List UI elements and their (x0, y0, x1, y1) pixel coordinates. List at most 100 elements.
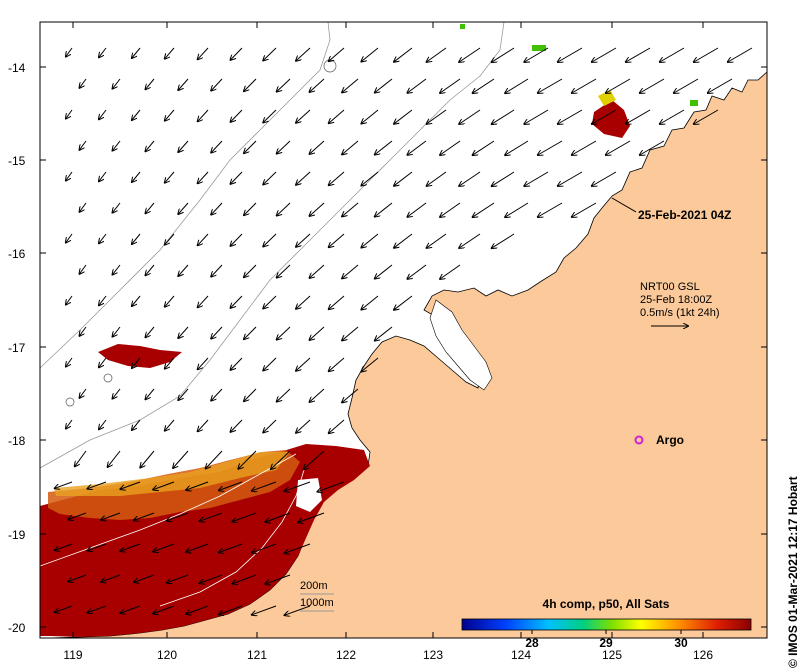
current-arrow (361, 109, 379, 124)
current-arrow (524, 109, 549, 124)
current-arrow (296, 233, 311, 247)
current-arrow (592, 47, 617, 62)
current-arrow (120, 481, 141, 489)
current-arrow (407, 202, 427, 217)
current-arrow (277, 264, 291, 278)
current-arrow (660, 47, 685, 62)
lon-tick-label: 119 (63, 648, 82, 662)
current-arrow (132, 233, 141, 244)
current-arrow (285, 481, 311, 491)
current-arrow (626, 47, 651, 62)
current-arrow (492, 171, 515, 186)
current-arrow (132, 171, 141, 182)
current-arrow (231, 171, 243, 184)
current-arrow (459, 109, 481, 124)
current-product-label: NRT00 GSL (640, 281, 700, 293)
lat-tick-label: -15 (8, 154, 26, 168)
current-arrow (361, 357, 379, 372)
current-arrow (173, 450, 189, 468)
current-arrow (153, 605, 175, 614)
current-arrow (165, 47, 175, 59)
current-arrow (329, 233, 345, 247)
current-arrow (524, 47, 549, 62)
current-arrow (134, 574, 155, 582)
current-arrow (329, 109, 345, 123)
current-arrow (473, 202, 495, 217)
lat-tick-label: -18 (8, 434, 26, 448)
current-arrow (492, 109, 515, 124)
current-arrow (99, 357, 107, 367)
current-arrow (66, 109, 73, 119)
current-arrow (165, 171, 175, 183)
current-arrow (473, 78, 495, 93)
current-arrow (113, 202, 121, 213)
current-arrow (285, 543, 311, 553)
current-arrow (200, 574, 223, 583)
current-arrow (244, 78, 257, 91)
current-arrow (219, 481, 243, 490)
current-arrow (244, 264, 257, 277)
current-arrow (342, 140, 359, 154)
current-arrow (375, 140, 393, 155)
current-arrow (80, 326, 87, 336)
current-arrow (394, 233, 413, 248)
current-arrow (265, 512, 291, 522)
current-arrow (238, 450, 257, 469)
current-arrow (219, 543, 243, 552)
current-arrow (361, 233, 379, 248)
current-arrow (66, 419, 73, 429)
current-arrow (492, 233, 515, 248)
current-arrow (68, 512, 87, 520)
current-arrow (263, 171, 277, 184)
current-arrow (440, 78, 461, 93)
current-arrow (265, 574, 291, 584)
current-arrow (252, 543, 277, 553)
isobath-line (40, 22, 505, 469)
current-arrow (178, 202, 189, 214)
current-arrow (342, 326, 359, 340)
current-arrow (231, 357, 243, 370)
current-arrow (146, 326, 155, 337)
current-arrow (101, 512, 121, 520)
current-arrow (407, 78, 427, 93)
current-arrow (708, 78, 733, 93)
current-arrow (298, 512, 325, 522)
current-arrow (99, 419, 107, 429)
current-arrow (277, 388, 291, 402)
current-arrow (75, 450, 87, 466)
current-arrow (244, 388, 257, 401)
current-arrow (728, 47, 753, 62)
current-arrow (310, 388, 325, 402)
current-arrow (329, 295, 345, 309)
current-arrow (146, 388, 155, 399)
current-arrow (310, 202, 325, 216)
current-arrow (167, 574, 189, 583)
current-arrow (394, 109, 413, 124)
current-arrow (505, 202, 529, 217)
current-arrow (165, 109, 175, 121)
current-arrow (153, 481, 175, 490)
current-arrow (407, 264, 427, 279)
current-arrow (66, 171, 73, 181)
sst-speck (532, 45, 546, 51)
current-arrow (146, 78, 155, 89)
current-arrow (178, 78, 189, 90)
current-arrow (88, 605, 107, 613)
current-arrow (277, 140, 291, 154)
current-arrow (538, 78, 563, 93)
current-arrow (244, 140, 257, 153)
map-frame (39, 21, 768, 639)
current-arrow (99, 171, 107, 181)
current-arrow (113, 388, 121, 399)
current-arrow (211, 388, 223, 401)
current-arrow (80, 264, 87, 274)
current-arrow (88, 543, 107, 551)
current-arrow (694, 47, 719, 62)
current-arrow (375, 326, 393, 341)
current-arrow (459, 233, 481, 248)
current-arrow (55, 543, 73, 550)
current-arrow (66, 47, 73, 57)
current-arrow (206, 450, 223, 468)
current-arrow (606, 78, 631, 93)
